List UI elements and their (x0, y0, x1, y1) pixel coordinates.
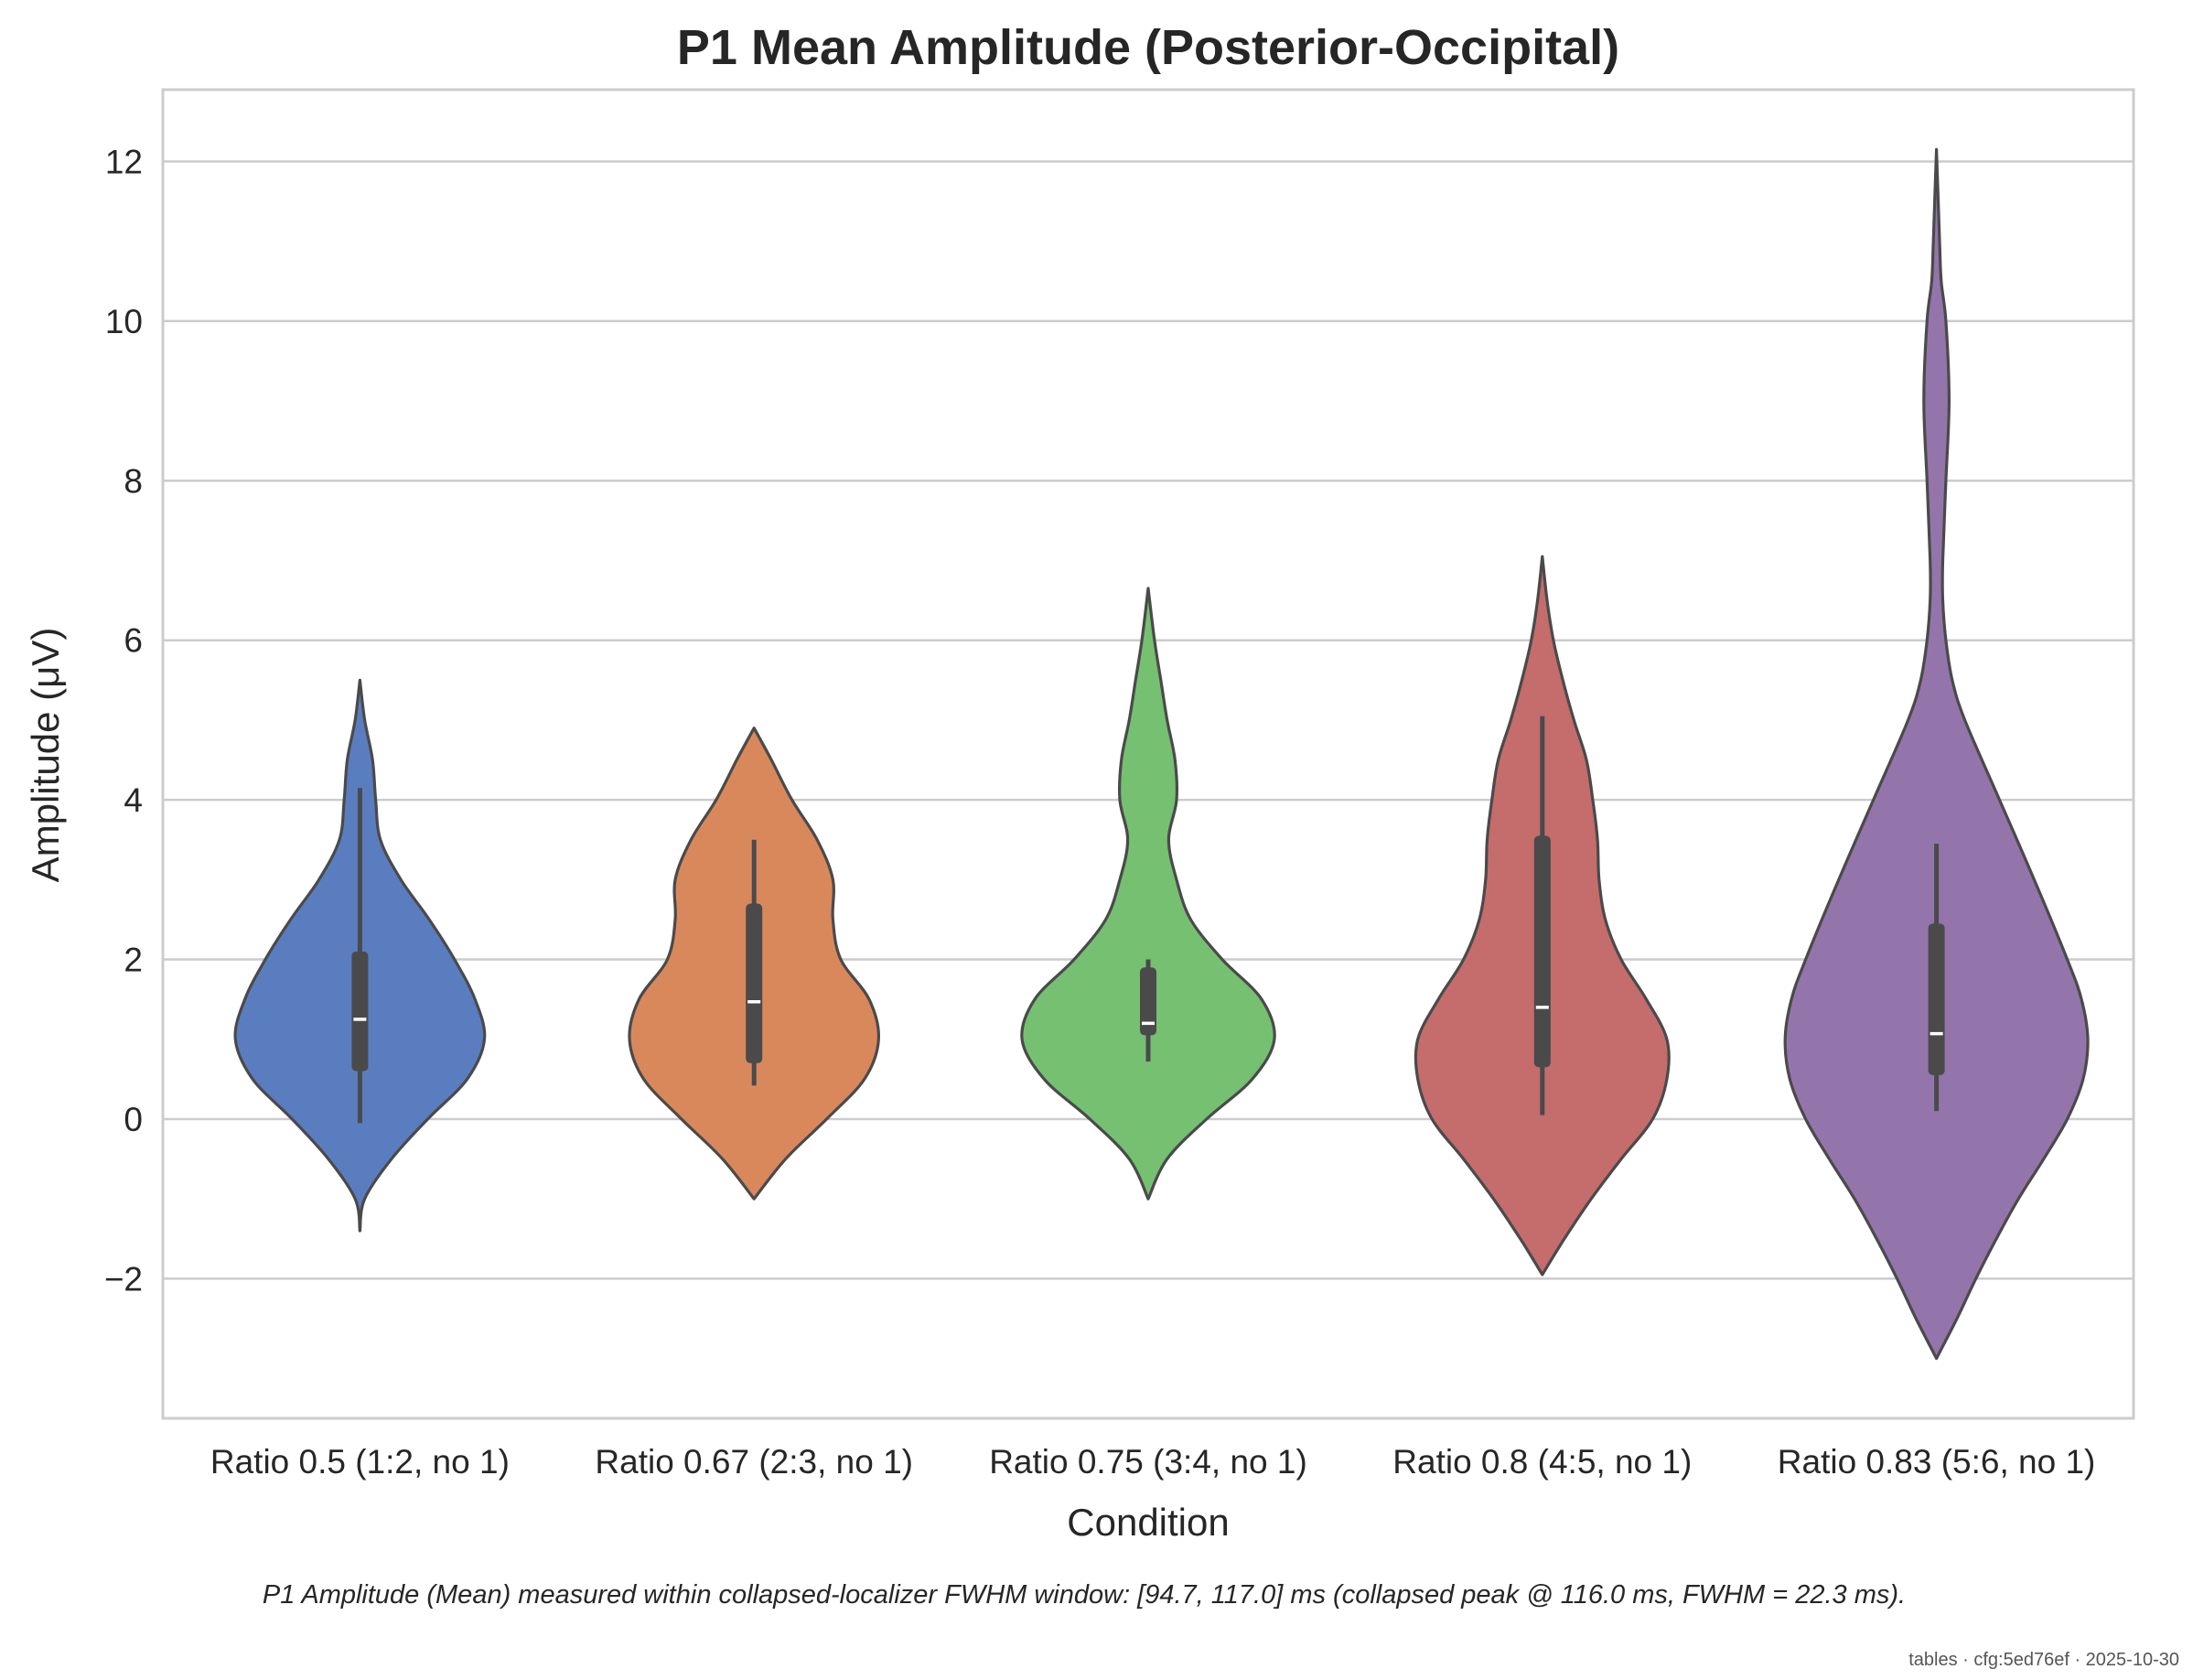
violin-group (1020, 587, 1276, 1201)
violin-group (1783, 147, 2090, 1361)
violin-body (1783, 147, 2090, 1361)
x-tick-label: Ratio 0.8 (4:5, no 1) (1392, 1443, 1692, 1481)
y-tick-label: 4 (124, 781, 143, 819)
y-tick-label: 0 (124, 1101, 143, 1138)
violin-group (628, 727, 880, 1201)
y-axis-label: Amplitude (μV) (24, 628, 67, 883)
y-tick-label: 12 (105, 143, 143, 180)
violin-iqr-box (1928, 923, 1945, 1076)
violin-iqr-box (1533, 835, 1551, 1068)
violin-iqr-box (746, 903, 763, 1063)
violin-iqr-box (1140, 967, 1156, 1036)
violin-series (233, 147, 2090, 1361)
plot-frame (161, 88, 2135, 1420)
y-tick-label: 2 (124, 942, 143, 979)
violin-group (233, 678, 487, 1233)
x-axis-label: Condition (1067, 1501, 1229, 1544)
y-tick-label: −2 (104, 1260, 143, 1298)
violin-group (1414, 555, 1671, 1276)
y-tick-labels: −2 0 2 4 6 8 10 12 (104, 143, 143, 1298)
x-tick-label: Ratio 0.83 (5:6, no 1) (1778, 1443, 2096, 1481)
footer-note: tables · cfg:5ed76ef · 2025-10-30 (1908, 1650, 2179, 1670)
x-tick-label: Ratio 0.67 (2:3, no 1) (595, 1443, 913, 1481)
y-tick-label: 6 (124, 622, 143, 660)
violin-iqr-box (351, 951, 369, 1072)
chart-title: P1 Mean Amplitude (Posterior-Occipital) (677, 20, 1619, 75)
caption: P1 Amplitude (Mean) measured within coll… (263, 1580, 1906, 1610)
x-tick-labels: Ratio 0.5 (1:2, no 1) Ratio 0.67 (2:3, no… (210, 1443, 2096, 1481)
y-tick-label: 10 (105, 303, 143, 340)
y-tick-label: 8 (124, 462, 143, 500)
x-tick-label: Ratio 0.75 (3:4, no 1) (989, 1443, 1307, 1481)
x-tick-label: Ratio 0.5 (1:2, no 1) (210, 1443, 510, 1481)
violin-body (1020, 587, 1276, 1201)
